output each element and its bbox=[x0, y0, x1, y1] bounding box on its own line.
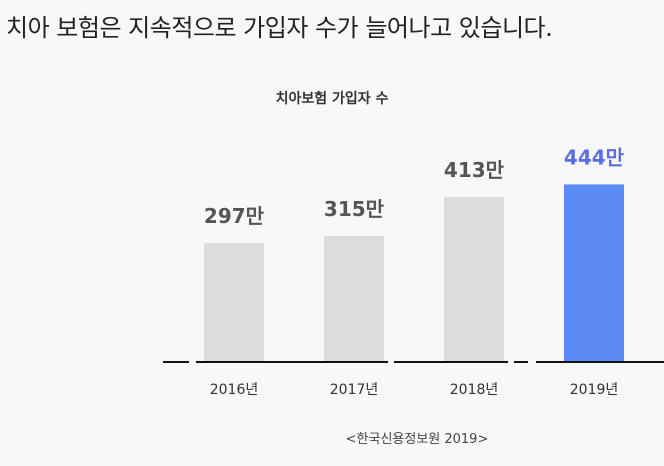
value-label: 444만 bbox=[564, 145, 625, 169]
value-label: 297만 bbox=[204, 204, 265, 228]
bar-2019년 bbox=[564, 184, 624, 362]
bar-2016년 bbox=[204, 243, 264, 362]
chart-title: 치아보험 가입자 수 bbox=[275, 91, 389, 107]
headline: 치아 보험은 지속적으로 가입자 수가 늘어나고 있습니다. bbox=[6, 14, 553, 42]
value-label: 413만 bbox=[444, 158, 505, 182]
category-label: 2019년 bbox=[570, 382, 619, 398]
category-label: 2016년 bbox=[210, 382, 259, 398]
source-note: <한국신용정보원 2019> bbox=[345, 432, 489, 447]
category-label: 2018년 bbox=[450, 382, 499, 398]
bar-2018년 bbox=[444, 196, 504, 362]
value-label: 315만 bbox=[324, 197, 385, 221]
bar-2017년 bbox=[324, 236, 384, 362]
category-label: 2017년 bbox=[330, 382, 379, 398]
